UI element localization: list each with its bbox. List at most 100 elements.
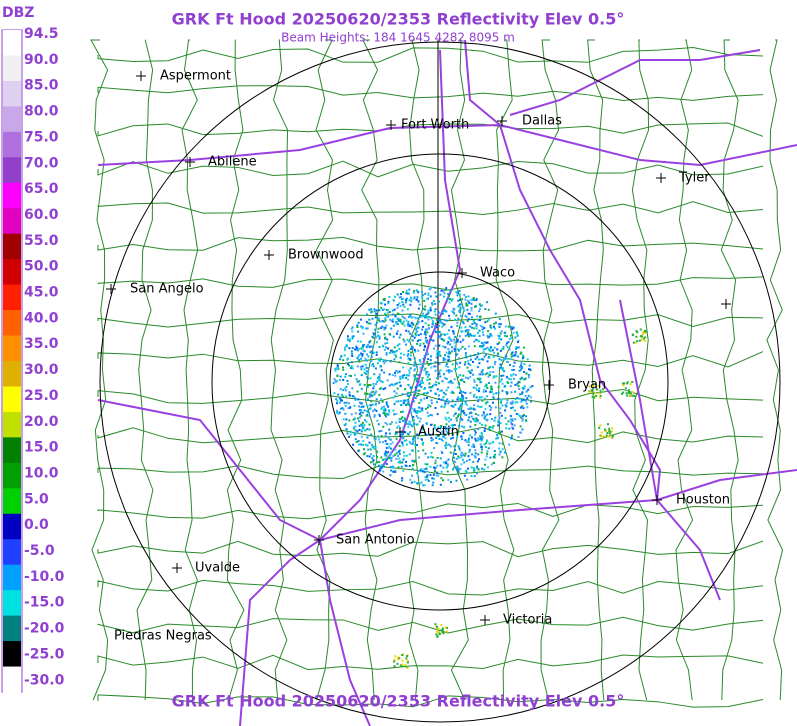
echo-pixel bbox=[413, 357, 416, 360]
echo-pixel bbox=[472, 361, 474, 363]
echo-pixel bbox=[369, 448, 372, 451]
color-swatch bbox=[3, 641, 21, 668]
echo-pixel bbox=[499, 450, 502, 453]
echo-pixel bbox=[420, 468, 423, 471]
county-line bbox=[97, 540, 764, 558]
echo-pixel bbox=[474, 413, 477, 415]
echo-pixel bbox=[528, 368, 530, 371]
echo-pixel bbox=[405, 297, 408, 300]
echo-pixel bbox=[486, 360, 489, 363]
echo-pixel bbox=[461, 379, 464, 382]
echo-pixel bbox=[369, 383, 372, 386]
echo-pixel bbox=[511, 423, 514, 426]
echo-pixel bbox=[457, 349, 460, 352]
echo-pixel bbox=[475, 299, 478, 302]
echo-pixel bbox=[421, 315, 424, 318]
echo-pixel bbox=[501, 448, 504, 451]
echo-pixel bbox=[438, 434, 441, 437]
echo-pixel bbox=[458, 397, 461, 400]
echo-pixel bbox=[355, 441, 358, 443]
echo-pixel bbox=[366, 436, 369, 439]
echo-pixel bbox=[363, 371, 366, 374]
echo-pixel bbox=[443, 373, 445, 376]
echo-pixel bbox=[415, 411, 418, 414]
echo-pixel bbox=[511, 419, 514, 422]
echo-pixel bbox=[403, 305, 406, 308]
echo-pixel bbox=[409, 358, 412, 361]
echo-pixel bbox=[442, 435, 445, 438]
echo-pixel bbox=[428, 373, 430, 376]
echo-pixel bbox=[452, 452, 455, 455]
echo-pixel bbox=[339, 407, 342, 410]
legend-label: -20.0 bbox=[24, 621, 65, 637]
echo-pixel bbox=[484, 347, 487, 350]
echo-pixel bbox=[355, 378, 358, 381]
echo-pixel bbox=[467, 335, 470, 338]
legend-label: 5.0 bbox=[24, 491, 49, 507]
echo-pixel bbox=[403, 418, 406, 421]
echo-pixel bbox=[396, 382, 399, 385]
echo-pixel bbox=[388, 295, 391, 298]
echo-pixel bbox=[378, 335, 381, 338]
echo-pixel bbox=[414, 386, 417, 389]
echo-pixel bbox=[424, 305, 427, 308]
echo-pixel bbox=[437, 311, 440, 314]
echo-pixel bbox=[342, 395, 344, 398]
echo-pixel bbox=[468, 301, 471, 304]
echo-pixel bbox=[385, 442, 388, 445]
echo-pixel bbox=[395, 432, 397, 435]
echo-pixel bbox=[344, 422, 347, 425]
city-marker bbox=[395, 427, 405, 437]
echo-pixel bbox=[348, 435, 351, 438]
echo-pixel bbox=[478, 378, 481, 381]
echo-pixel bbox=[381, 441, 384, 444]
echo-pixel bbox=[451, 381, 454, 384]
echo-pixel bbox=[380, 466, 383, 469]
echo-pixel bbox=[427, 311, 430, 314]
echo-pixel bbox=[401, 659, 404, 662]
echo-pixel bbox=[369, 351, 372, 354]
echo-pixel bbox=[389, 453, 392, 456]
echo-pixel bbox=[430, 451, 433, 454]
echo-pixel bbox=[450, 437, 452, 440]
echo-pixel bbox=[445, 378, 448, 380]
echo-pixel bbox=[373, 333, 375, 336]
echo-pixel bbox=[500, 366, 503, 369]
echo-pixel bbox=[466, 320, 469, 322]
color-swatch bbox=[3, 310, 21, 337]
echo-pixel bbox=[402, 320, 405, 323]
echo-pixel bbox=[382, 465, 385, 468]
echo-pixel bbox=[506, 376, 509, 379]
legend-label: 15.0 bbox=[24, 440, 59, 456]
echo-pixel bbox=[445, 430, 448, 433]
echo-pixel bbox=[372, 403, 375, 406]
echo-pixel bbox=[423, 397, 426, 400]
echo-pixel bbox=[370, 433, 373, 436]
echo-pixel bbox=[385, 463, 388, 465]
echo-pixel bbox=[500, 338, 503, 341]
echo-pixel bbox=[450, 391, 453, 394]
echo-pixel bbox=[470, 415, 473, 418]
echo-pixel bbox=[361, 353, 364, 356]
echo-pixel bbox=[458, 382, 461, 385]
echo-pixel bbox=[493, 454, 496, 457]
echo-pixel bbox=[642, 337, 645, 340]
echo-pixel bbox=[393, 413, 396, 416]
echo-pixel bbox=[489, 332, 492, 335]
echo-pixel bbox=[380, 430, 383, 432]
echo-pixel bbox=[480, 396, 483, 398]
echo-pixel bbox=[445, 319, 448, 322]
echo-pixel bbox=[434, 407, 437, 409]
echo-pixel bbox=[455, 419, 458, 422]
echo-pixel bbox=[439, 334, 442, 337]
echo-pixel bbox=[424, 476, 427, 479]
echo-pixel bbox=[474, 439, 477, 442]
echo-pixel bbox=[437, 354, 439, 356]
echo-pixel bbox=[388, 438, 391, 441]
echo-pixel bbox=[606, 431, 609, 434]
echo-pixel bbox=[431, 456, 434, 459]
echo-pixel bbox=[424, 478, 427, 481]
echo-pixel bbox=[475, 417, 478, 420]
echo-pixel bbox=[460, 410, 463, 413]
echo-pixel bbox=[382, 298, 385, 301]
